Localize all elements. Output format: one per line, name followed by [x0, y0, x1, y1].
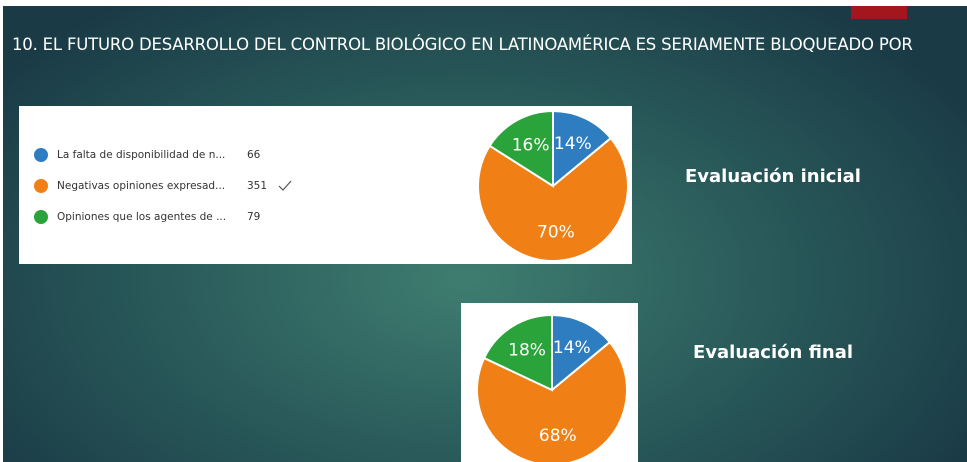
- pie-slice: [477, 136, 629, 262]
- chart-label: Evaluación final: [693, 342, 853, 363]
- pie-slice: [551, 313, 612, 393]
- slice-label: 68%: [539, 426, 577, 446]
- legend-label: Negativas opiniones expresad...: [57, 180, 225, 192]
- slice-label: 16%: [512, 135, 550, 155]
- legend-count: 79: [247, 211, 260, 223]
- slice-label: 14%: [554, 134, 592, 154]
- slice-label: 18%: [508, 341, 546, 361]
- legend-swatch: [34, 148, 48, 162]
- pie-slice: [476, 340, 628, 462]
- pie-slice: [482, 313, 553, 392]
- slice-label: 14%: [553, 338, 591, 358]
- slice-label: 70%: [537, 222, 575, 242]
- legend-swatch: [34, 179, 48, 193]
- pie-slice: [488, 109, 554, 188]
- legend-label: La falta de disponibilidad de n...: [57, 149, 225, 161]
- pie-slice: [552, 109, 613, 189]
- red-tab: [851, 6, 907, 19]
- slide-title: 10. EL FUTURO DESARROLLO DEL CONTROL BIO…: [12, 35, 913, 54]
- chart-label: Evaluación inicial: [685, 166, 861, 187]
- legend-count: 66: [247, 149, 261, 161]
- legend-label: Opiniones que los agentes de ...: [57, 211, 226, 223]
- legend-count: 351: [247, 180, 267, 192]
- check-icon: [278, 180, 292, 191]
- legend-swatch: [34, 210, 48, 224]
